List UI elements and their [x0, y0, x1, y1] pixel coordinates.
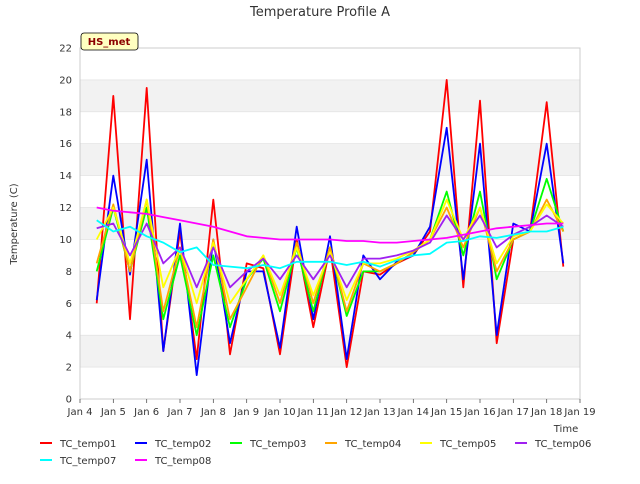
y-tick-label: 4	[66, 331, 72, 342]
legend-item: TC_temp02	[135, 439, 211, 450]
legend-item: TC_temp07	[40, 456, 116, 467]
grid-band	[80, 207, 580, 240]
x-tick-label: Jan 16	[463, 407, 495, 418]
y-tick-label: 8	[66, 267, 72, 278]
plot-frame	[79, 47, 581, 400]
series-line-tc_temp07	[96, 219, 564, 270]
series-line-tc_temp06	[96, 214, 564, 289]
legend-label: TC_temp01	[59, 439, 116, 450]
chart-title: Temperature Profile A	[249, 5, 390, 20]
x-tick-label: Jan 4	[67, 407, 93, 418]
y-tick-label: 20	[59, 75, 72, 86]
legend-label: TC_temp05	[439, 439, 496, 450]
annotation-box: HS_met	[80, 32, 139, 51]
legend-label: TC_temp06	[534, 439, 591, 450]
x-tick-label: Jan 11	[297, 407, 329, 418]
x-tick-label: Jan 13	[363, 407, 395, 418]
legend-label: TC_temp08	[154, 456, 211, 467]
x-tick-label: Jan 5	[100, 407, 126, 418]
legend-label: TC_temp04	[344, 439, 401, 450]
legend: TC_temp01 TC_temp02 TC_temp03 TC_temp04 TC_t…	[40, 439, 591, 467]
x-tick-label: Jan 9	[233, 407, 259, 418]
x-tick-label: Jan 7	[167, 407, 193, 418]
legend-item: TC_temp03	[230, 439, 306, 450]
x-tick-label: Jan 15	[430, 407, 462, 418]
x-axis-ticks: Jan 4 Jan 5 Jan 6 Jan 7 Jan 8 Jan 9 Jan 10 Jan …	[67, 399, 596, 418]
y-tick-label: 0	[66, 395, 72, 406]
x-axis-label: Time	[553, 424, 578, 435]
legend-item: TC_temp08	[135, 456, 211, 467]
legend-item: TC_temp06	[515, 439, 591, 450]
x-tick-label: Jan 12	[330, 407, 362, 418]
grid-band	[80, 79, 580, 112]
legend-label: TC_temp07	[59, 456, 116, 467]
y-tick-label: 2	[66, 363, 72, 374]
annotation-frame	[80, 32, 139, 51]
series-line-tc_temp08	[96, 206, 564, 244]
grid-band	[80, 143, 580, 176]
y-tick-label: 22	[59, 44, 72, 55]
legend-item: TC_temp05	[420, 439, 496, 450]
y-tick-label: 16	[59, 139, 72, 150]
grid-band	[80, 335, 580, 368]
x-tick-label: Jan 14	[397, 407, 429, 418]
y-tick-label: 6	[66, 299, 72, 310]
x-tick-label: Jan 19	[563, 407, 595, 418]
legend-label: TC_temp03	[249, 439, 306, 450]
x-tick-label: Jan 18	[530, 407, 562, 418]
x-tick-label: Jan 17	[497, 407, 529, 418]
x-tick-label: Jan 10	[263, 407, 295, 418]
series-lines	[95, 79, 565, 377]
legend-label: TC_temp02	[154, 439, 211, 450]
y-tick-label: 18	[59, 107, 72, 118]
legend-item: TC_temp04	[325, 439, 401, 450]
y-axis-label: Temperature (C)	[9, 183, 20, 265]
y-tick-label: 14	[59, 171, 72, 182]
annotation-label: HS_met	[88, 37, 131, 48]
legend-item: TC_temp01	[40, 439, 116, 450]
x-tick-label: Jan 6	[133, 407, 159, 418]
y-tick-label: 12	[59, 203, 72, 214]
y-axis-ticks: 0 2 4 6 8 10 12 14 16 18 20 22	[59, 44, 72, 406]
y-tick-label: 10	[59, 235, 72, 246]
x-tick-label: Jan 8	[200, 407, 226, 418]
